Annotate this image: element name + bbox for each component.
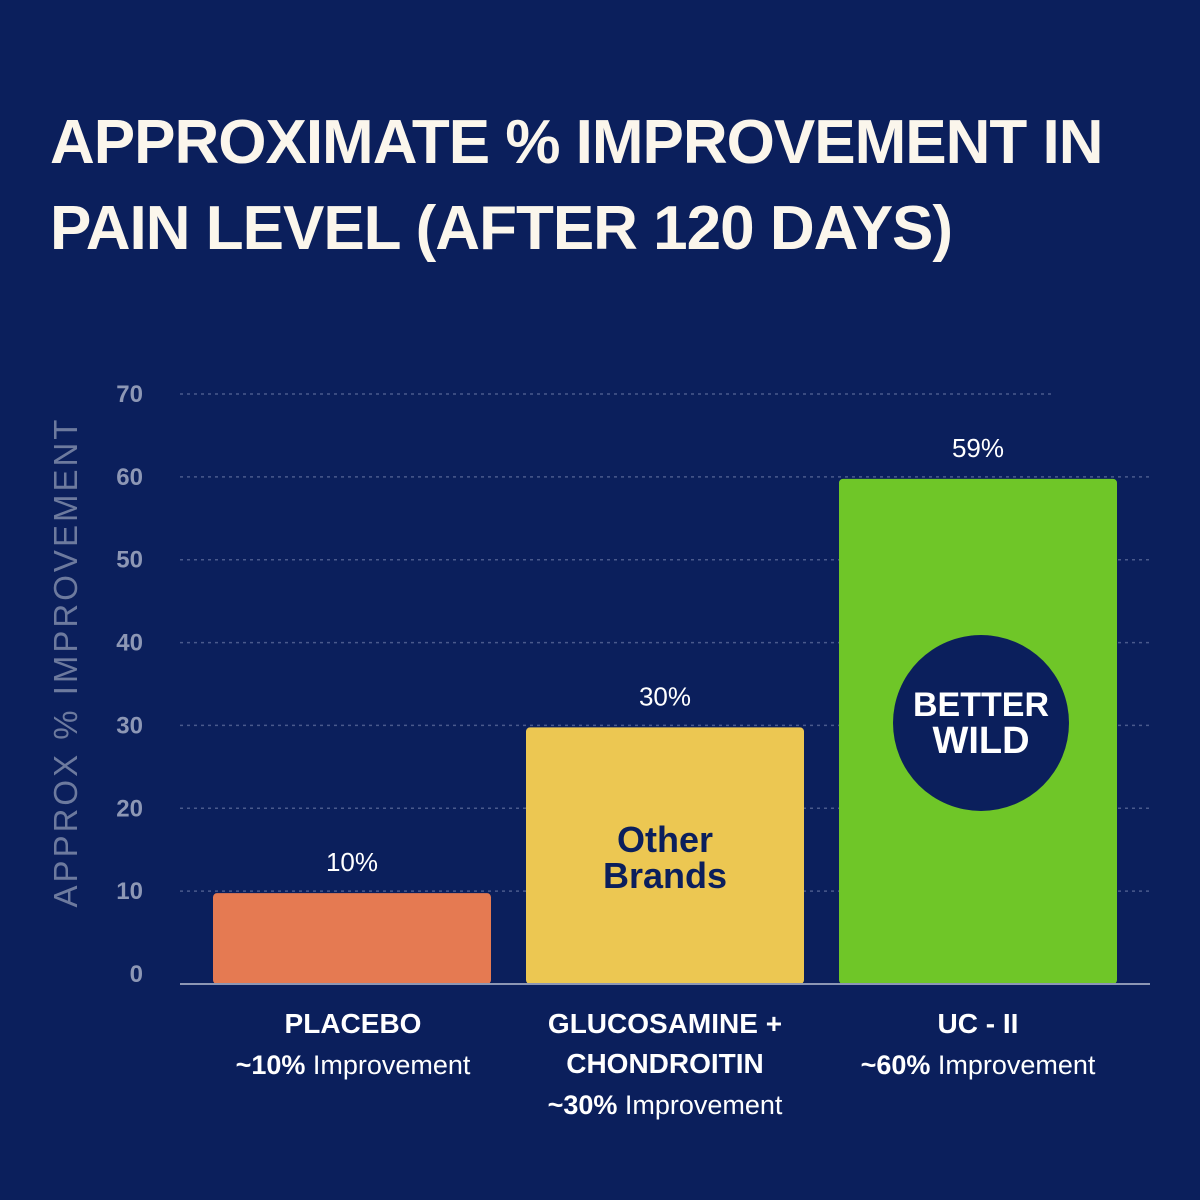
logo-text-bottom: WILD xyxy=(932,720,1030,762)
data-label: 30% xyxy=(639,681,691,711)
category-glucosamine: GLUCOSAMINE + CHONDROITIN ~30% Improveme… xyxy=(495,1004,835,1126)
data-labels: 10% 30% 59% xyxy=(326,433,1004,877)
category-name: UC - II xyxy=(937,1008,1019,1039)
category-name: GLUCOSAMINE + CHONDROITIN xyxy=(547,1008,783,1079)
category-name: PLACEBO xyxy=(284,1008,422,1039)
category-placebo: PLACEBO ~10% Improvement xyxy=(183,1004,523,1086)
data-label: 59% xyxy=(952,433,1004,463)
y-tick-label: 40 xyxy=(116,630,143,657)
y-tick-label: 10 xyxy=(116,878,143,905)
bar-2 xyxy=(526,727,804,984)
y-tick-label: 70 xyxy=(116,381,143,408)
category-improvement: ~60% Improvement xyxy=(860,1050,1096,1080)
title-line-1: APPROXIMATE % IMPROVEMENT IN xyxy=(50,108,1104,177)
bar-1 xyxy=(213,893,491,984)
category-improvement: ~30% Improvement xyxy=(547,1090,783,1120)
y-axis-label: APPROX % IMPROVEMENT xyxy=(47,417,84,908)
other-brands-badge: Other Brands xyxy=(602,819,728,896)
category-improvement: ~10% Improvement xyxy=(235,1050,471,1080)
page-title: APPROXIMATE % IMPROVEMENT IN PAIN LEVEL … xyxy=(50,100,1150,272)
better-wild-logo: BETTER WILD xyxy=(893,635,1069,811)
y-tick-label: 0 xyxy=(130,961,143,988)
y-tick-labels: 0 10 20 30 40 50 60 70 xyxy=(116,381,143,988)
category-uc2: UC - II ~60% Improvement xyxy=(808,1004,1148,1086)
y-tick-label: 20 xyxy=(116,795,143,822)
y-tick-label: 30 xyxy=(116,712,143,739)
logo-text-top: BETTER xyxy=(913,686,1049,724)
data-label: 10% xyxy=(326,847,378,877)
title-line-2: PAIN LEVEL (AFTER 120 DAYS) xyxy=(50,194,953,263)
y-tick-label: 50 xyxy=(116,547,143,574)
y-tick-label: 60 xyxy=(116,464,143,491)
